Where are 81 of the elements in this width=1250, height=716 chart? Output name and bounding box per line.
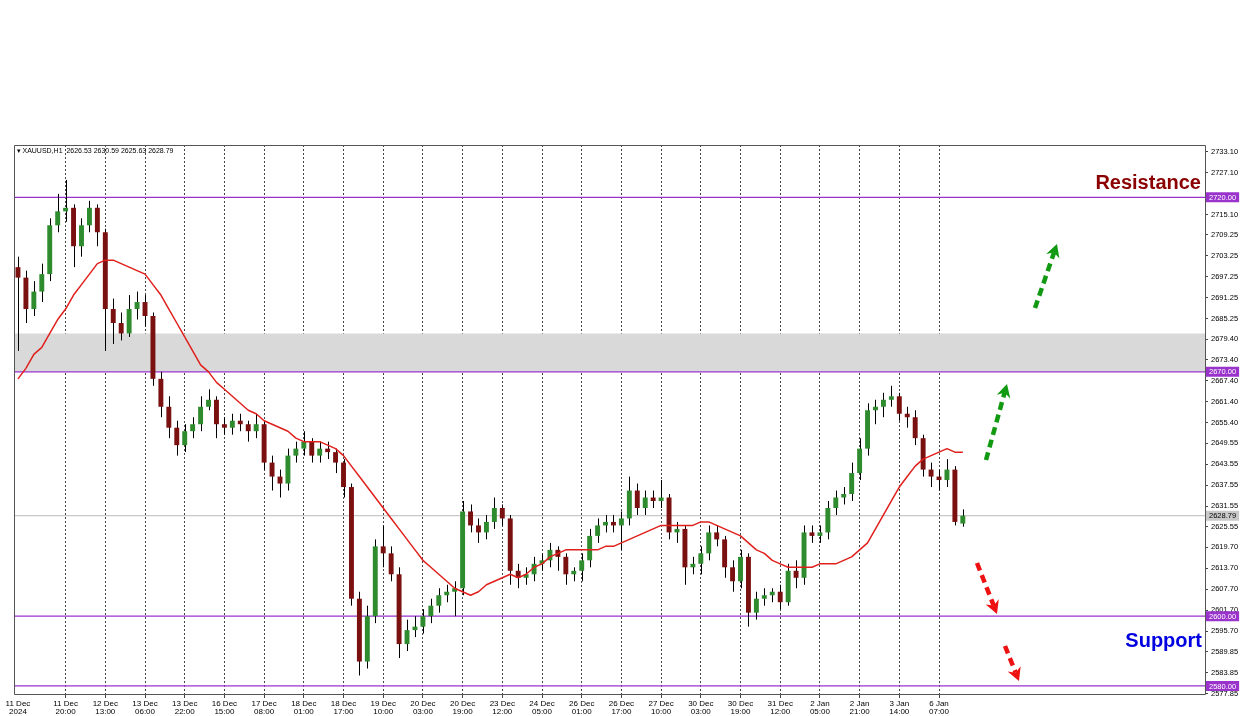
candlestick	[896, 392, 902, 422]
candlestick	[888, 385, 894, 408]
candlestick	[706, 524, 712, 561]
x-tick-label: 30 Dec 19:00	[727, 698, 754, 716]
x-tick-label: 16 Dec 15:00	[211, 698, 238, 716]
candlestick	[79, 217, 84, 258]
candlestick	[174, 420, 180, 457]
candlestick	[634, 483, 640, 516]
x-tick-label: 13 Dec 22:00	[172, 698, 198, 716]
x-tick-label: 31 Dec 12:00	[767, 698, 793, 716]
annotation: Resistance	[1095, 170, 1201, 193]
candlestick	[55, 193, 61, 233]
candlestick	[380, 524, 386, 568]
candlestick	[206, 388, 211, 411]
x-tick-label: 19 Dec 10:00	[370, 698, 396, 716]
x-tick-label: 6 Jan 07:00	[928, 698, 950, 716]
candlestick	[269, 455, 275, 492]
x-tick-label: 12 Dec 13:00	[92, 698, 118, 716]
candlestick	[880, 392, 886, 418]
candlestick	[595, 517, 601, 544]
candlestick	[301, 430, 307, 457]
x-tick-label: 27 Dec 10:00	[648, 698, 674, 716]
candlestick	[190, 416, 196, 439]
candlestick	[777, 584, 783, 610]
candlestick	[912, 409, 918, 446]
x-tick-label: 26 Dec 17:00	[608, 698, 635, 716]
candlestick	[134, 291, 140, 321]
x-tick-label: 26 Dec 01:00	[569, 698, 595, 716]
candlestick	[928, 462, 934, 488]
candlestick	[563, 552, 569, 586]
candlestick	[468, 503, 474, 533]
candlestick	[253, 413, 259, 439]
x-tick-label: 3 Jan 14:00	[889, 698, 910, 716]
annotation: Support	[1125, 628, 1203, 651]
x-tick-label: 30 Dec 03:00	[688, 698, 714, 716]
candlestick	[476, 517, 481, 544]
candlestick	[388, 545, 394, 582]
candlestick	[39, 263, 45, 303]
candlestick	[198, 395, 204, 432]
candlestick	[579, 552, 585, 582]
candlestick	[833, 490, 839, 516]
x-tick-label: 24 Dec 05:00	[529, 698, 555, 716]
x-tick-label: 2 Jan 21:00	[849, 698, 871, 716]
candlestick	[229, 413, 235, 436]
candlestick	[333, 448, 339, 474]
x-tick-label: 20 Dec 19:00	[449, 698, 476, 716]
candlestick	[245, 420, 251, 443]
x-tick-label: 11 Dec 20:00	[53, 698, 78, 716]
candlestick	[86, 200, 92, 233]
candlestick	[309, 437, 315, 464]
candlestick	[491, 497, 497, 530]
candlestick	[293, 441, 299, 464]
x-tick-label: 23 Dec 12:00	[489, 698, 515, 716]
candlestick	[110, 298, 116, 345]
candlestick	[317, 441, 323, 464]
x-tick-label: 11 Dec 2024	[5, 698, 31, 716]
x-tick-label: 2 Jan 05:00	[809, 698, 831, 716]
x-tick-label: 18 Dec 17:00	[330, 698, 357, 716]
candlestick	[31, 280, 37, 317]
candlestick	[436, 587, 442, 614]
x-tick-label: 20 Dec 03:00	[410, 698, 436, 716]
candlestick	[420, 608, 426, 635]
x-tick-label: 13 Dec 06:00	[132, 698, 158, 716]
candlestick	[698, 545, 704, 575]
candlestick	[849, 462, 855, 502]
candlestick	[452, 580, 458, 617]
candlestick	[642, 490, 648, 516]
x-tick-label: 18 Dec 01:00	[291, 698, 317, 716]
candlestick	[793, 559, 799, 589]
candlestick	[618, 510, 624, 551]
candlestick	[944, 458, 950, 488]
candlestick	[166, 395, 172, 439]
candlestick	[499, 503, 505, 526]
candlestick	[428, 598, 434, 624]
x-tick-label: 17 Dec 08:00	[251, 698, 277, 716]
candlestick	[118, 312, 124, 341]
candlestick	[182, 423, 188, 453]
candlestick	[753, 591, 759, 621]
candlestick	[483, 514, 489, 540]
candlestick	[714, 524, 720, 547]
candlestick	[730, 559, 736, 593]
